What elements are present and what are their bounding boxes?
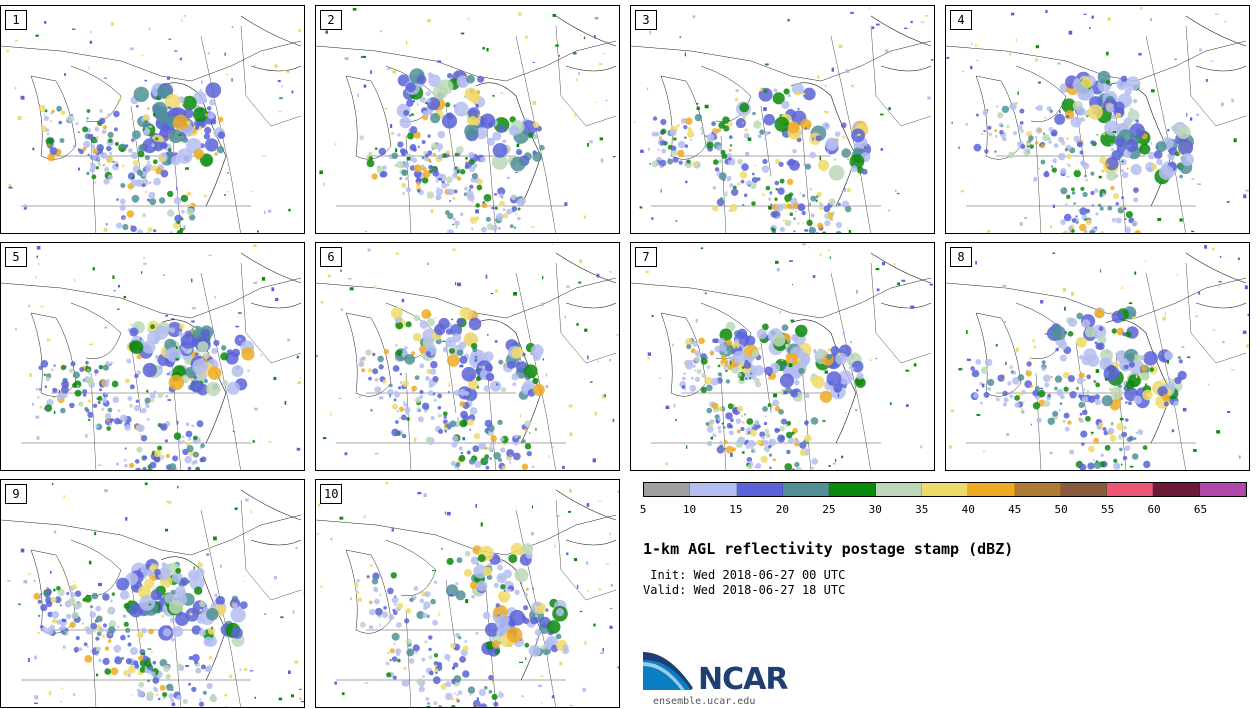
colorbar-tick-label: 60 — [1147, 503, 1161, 516]
reflectivity-map — [1, 482, 304, 707]
member-number: 9 — [5, 484, 27, 504]
forecast-panel-8: 8 — [945, 242, 1250, 471]
member-number: 3 — [635, 10, 657, 30]
member-number: 5 — [5, 247, 27, 267]
member-number: 8 — [950, 247, 972, 267]
colorbar-tick-label: 50 — [1054, 503, 1068, 516]
member-number: 7 — [635, 247, 657, 267]
colorbar-segment — [690, 483, 737, 496]
forecast-panel-1: 1 — [0, 5, 305, 234]
colorbar-segment — [829, 483, 876, 496]
forecast-panel-5: 5 — [0, 242, 305, 471]
colorbar-segment — [1199, 483, 1247, 496]
reflectivity-map — [1, 244, 302, 470]
forecast-panel-10: 10 — [315, 479, 620, 708]
colorbar-segment — [875, 483, 922, 496]
colorbar-tick-label: 40 — [961, 503, 975, 516]
logo-url: ensemble.ucar.edu — [653, 696, 756, 707]
forecast-panel-2: 2 — [315, 5, 620, 234]
colorbar-segment — [1107, 483, 1154, 496]
reflectivity-map — [631, 7, 934, 233]
reflectivity-colorbar — [643, 482, 1247, 497]
init-valid-times: Init: Wed 2018-06-27 00 UTC Valid: Wed 2… — [643, 568, 845, 598]
logo-name: NCAR — [698, 662, 788, 697]
reflectivity-map — [316, 481, 619, 707]
reflectivity-map — [631, 243, 933, 470]
colorbar-tick-label: 65 — [1193, 503, 1208, 516]
member-number: 1 — [5, 10, 27, 30]
init-time: Init: Wed 2018-06-27 00 UTC — [643, 568, 846, 582]
colorbar-tick-label: 15 — [729, 503, 743, 516]
colorbar-segment — [644, 483, 691, 496]
reflectivity-map — [316, 8, 617, 233]
colorbar-tick-label: 35 — [915, 503, 929, 516]
ncar-logo-icon — [643, 652, 693, 690]
member-number: 10 — [320, 484, 343, 504]
colorbar-segment — [782, 483, 830, 496]
colorbar-tick-label: 25 — [822, 503, 836, 516]
colorbar-tick-label: 30 — [868, 503, 882, 516]
colorbar-segment — [1060, 483, 1108, 496]
reflectivity-map — [316, 243, 619, 470]
valid-time: Valid: Wed 2018-06-27 18 UTC — [643, 583, 846, 597]
colorbar-segment — [921, 483, 969, 496]
colorbar-segment — [736, 483, 783, 496]
chart-title: 1-km AGL reflectivity postage stamp (dBZ… — [643, 540, 1014, 558]
colorbar-segment — [1014, 483, 1061, 496]
forecast-panel-6: 6 — [315, 242, 620, 471]
colorbar-segment — [1153, 483, 1200, 496]
reflectivity-map — [946, 6, 1249, 233]
forecast-panel-4: 4 — [945, 5, 1250, 234]
colorbar-tick-label: 55 — [1100, 503, 1115, 516]
forecast-panel-3: 3 — [630, 5, 935, 234]
colorbar-tick-label: 45 — [1008, 503, 1022, 516]
colorbar-segment — [968, 483, 1015, 496]
forecast-panel-9: 9 — [0, 479, 305, 708]
member-number: 2 — [320, 10, 342, 30]
reflectivity-map — [946, 245, 1249, 470]
colorbar-tick-label: 5 — [639, 503, 647, 516]
member-number: 4 — [950, 10, 972, 30]
forecast-panel-7: 7 — [630, 242, 935, 471]
colorbar-tick-label: 20 — [775, 503, 789, 516]
reflectivity-map — [1, 15, 302, 233]
colorbar-ticks: 5 10 15 20 25 30 35 40 45 50 55 60 65 — [639, 503, 1247, 517]
colorbar-tick-label: 10 — [682, 503, 697, 516]
member-number: 6 — [320, 247, 342, 267]
